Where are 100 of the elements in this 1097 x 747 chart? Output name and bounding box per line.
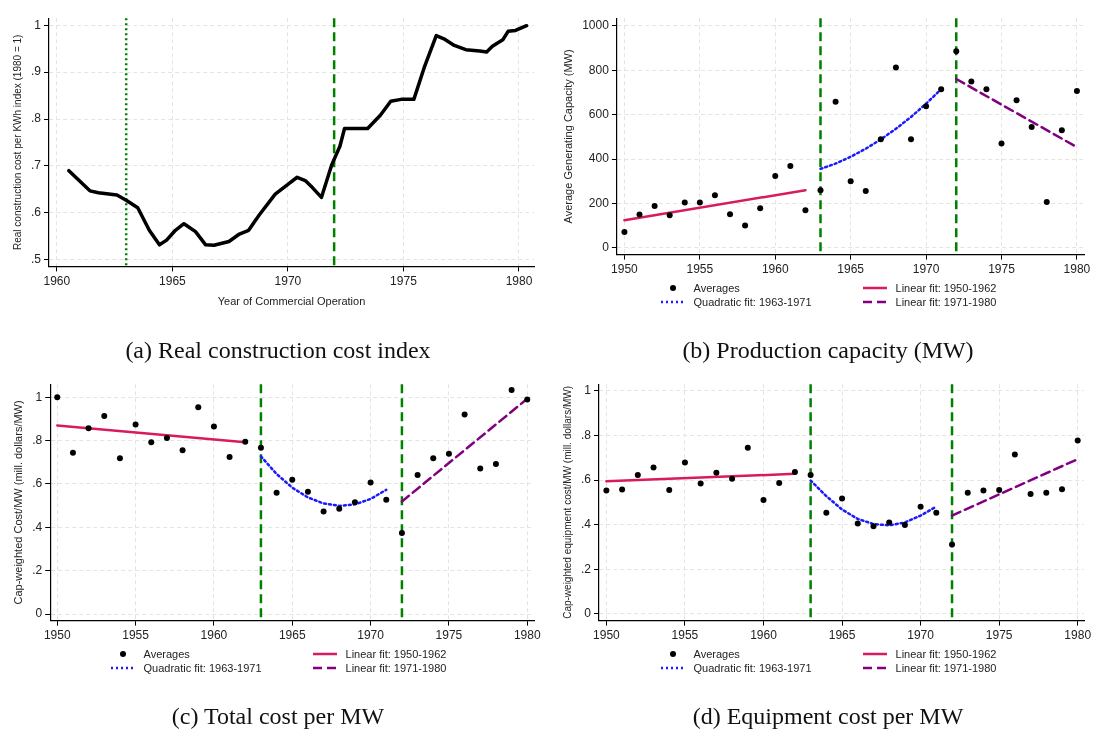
point [1028, 123, 1035, 130]
point [651, 202, 658, 209]
legend-label: Quadratic fit: 1963-1971 [693, 662, 812, 674]
legend-label: Linear fit: 1971-1980 [345, 662, 447, 674]
point [839, 495, 846, 502]
point [807, 471, 814, 478]
x-tick-label: 1980 [1063, 262, 1091, 277]
y-tick-label: .8 [30, 111, 42, 126]
text: (a) Real construction cost index [125, 337, 431, 364]
x-tick-label: 1980 [513, 628, 541, 643]
y-axis-title: Cap-weighted Cost/MW (mill. dollars/MW) [11, 400, 24, 605]
point [968, 78, 975, 85]
y-tick-label: .6 [580, 472, 592, 487]
point [787, 163, 794, 170]
point [148, 439, 155, 446]
y-tick-label: 1000 [582, 18, 610, 33]
y-tick-label: 0 [602, 240, 610, 255]
y-tick-label: .2 [32, 563, 43, 578]
point [619, 486, 626, 493]
y-tick-label: 0 [35, 606, 43, 621]
x-tick-label: 1965 [278, 628, 306, 643]
point [697, 480, 704, 487]
y-axis-title: Real construction cost per KWh index (1980 = 1) [11, 34, 23, 250]
point [1013, 97, 1020, 104]
point [383, 496, 390, 503]
point [1073, 88, 1080, 95]
text: (b) Production capacity (MW) [682, 337, 974, 364]
point [132, 421, 139, 428]
point [862, 188, 869, 195]
point [877, 136, 884, 143]
y-axis-title: Cap-weighted equipment cost/MW (mill. dollars/MW) [561, 385, 573, 619]
point [776, 480, 783, 486]
point [492, 461, 499, 468]
point [933, 509, 940, 516]
y-tick-label: 0 [584, 606, 592, 621]
point [289, 476, 296, 483]
point [603, 487, 610, 494]
point [195, 404, 202, 411]
point [757, 205, 764, 212]
point [242, 438, 249, 445]
point [273, 489, 280, 496]
legend-label: Linear fit: 1971-1980 [895, 662, 997, 674]
y-tick-label: .6 [30, 205, 42, 220]
x-tick-label: 1975 [390, 273, 418, 288]
point [85, 425, 92, 432]
point [823, 509, 830, 516]
x-tick-label: 1965 [159, 273, 187, 288]
text: (d) Equipment cost per MW [692, 703, 964, 730]
point [917, 503, 924, 510]
point [101, 413, 108, 420]
point [847, 178, 854, 185]
y-tick-label: 600 [588, 107, 610, 122]
point [742, 222, 749, 229]
y-tick-label: .5 [30, 252, 42, 267]
point [508, 387, 515, 394]
y-tick-label: 800 [588, 62, 610, 77]
y-tick-label: .8 [32, 432, 43, 447]
point [621, 228, 628, 235]
y-tick-label: .4 [580, 517, 592, 532]
point [1043, 198, 1050, 205]
legend-label: Averages [693, 648, 740, 660]
point [116, 455, 123, 462]
point [320, 508, 327, 515]
point [681, 199, 688, 206]
point [949, 541, 956, 548]
point [892, 64, 899, 71]
x-tick-label: 1955 [686, 262, 714, 277]
point [650, 464, 657, 471]
y-tick-label: 1 [35, 389, 43, 404]
point [953, 48, 960, 55]
point [336, 505, 343, 512]
point [524, 396, 531, 403]
point [696, 199, 703, 206]
point [908, 136, 914, 143]
x-tick-label: 1970 [357, 628, 385, 643]
point [854, 520, 861, 527]
point [938, 86, 945, 93]
point [634, 471, 641, 478]
point [713, 469, 720, 476]
point [980, 487, 987, 494]
point [445, 450, 452, 457]
legend-label: Averages [693, 282, 740, 294]
x-tick-label: 1960 [761, 262, 789, 277]
point [1058, 127, 1065, 134]
point [964, 489, 971, 496]
y-tick-label: 1 [34, 17, 42, 32]
text: (c) Total cost per MW [171, 703, 385, 730]
point [179, 447, 186, 454]
y-tick-label: .6 [32, 476, 43, 491]
point [901, 521, 908, 528]
y-tick-label: 400 [588, 151, 610, 166]
x-tick-label: 1970 [907, 628, 935, 643]
x-tick-label: 1960 [200, 628, 228, 643]
y-tick-label: 200 [588, 195, 610, 210]
x-tick-label: 1950 [611, 262, 639, 277]
y-tick-label: .2 [580, 561, 592, 576]
y-axis-title: Average Generating Capacity (MW) [561, 49, 574, 224]
point [923, 103, 930, 110]
point [414, 472, 421, 479]
point [210, 423, 217, 430]
